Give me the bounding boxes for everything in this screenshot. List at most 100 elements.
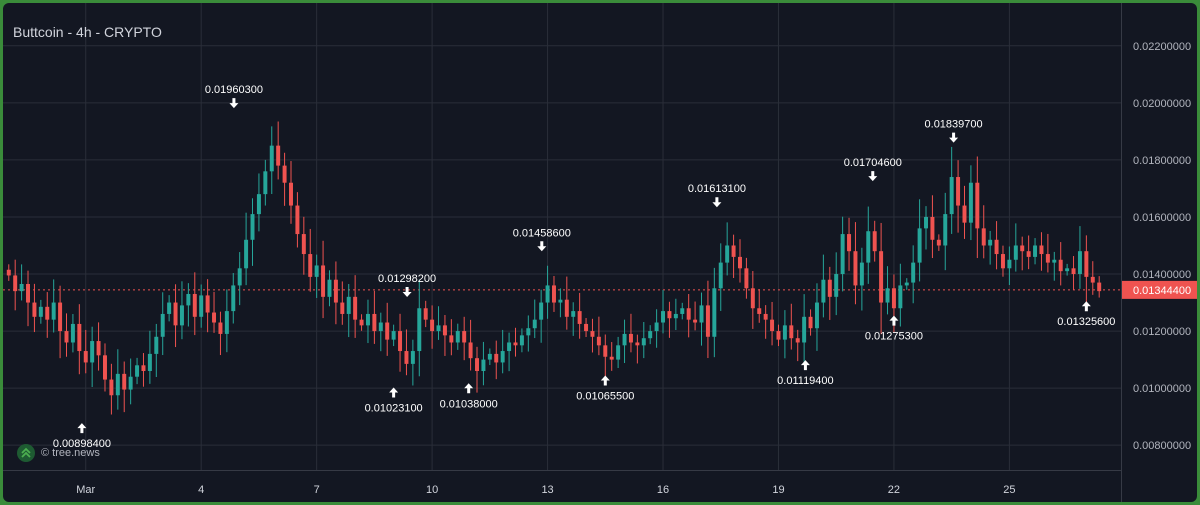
candle xyxy=(1020,236,1025,271)
price-badge-label: 0.01344400 xyxy=(1133,285,1191,297)
candle xyxy=(795,329,800,362)
candle xyxy=(365,299,370,344)
candle xyxy=(1007,246,1012,285)
candle-body xyxy=(244,239,249,269)
candle-body xyxy=(32,302,37,317)
candle xyxy=(410,339,415,386)
candle-body xyxy=(519,335,524,346)
candle-body xyxy=(699,305,704,323)
y-tick-label: 0.02000000 xyxy=(1133,98,1191,110)
candle xyxy=(507,332,512,372)
high-annotation: 0.01298200 xyxy=(378,273,436,298)
candle-body xyxy=(1052,259,1057,263)
candle-body xyxy=(115,373,120,396)
candle-body xyxy=(475,358,479,372)
candle-body xyxy=(321,265,326,297)
candle-body xyxy=(212,312,217,323)
candle-body xyxy=(686,308,691,320)
candle xyxy=(590,318,595,353)
high-annotation: 0.01704600 xyxy=(844,157,902,182)
candle-body xyxy=(763,313,768,320)
candle xyxy=(404,329,409,376)
high-annotation: 0.01839700 xyxy=(925,119,983,143)
candle-body xyxy=(333,279,338,303)
candle xyxy=(378,312,383,352)
candle xyxy=(712,267,717,358)
candles xyxy=(6,121,1102,415)
chart-title: Buttcoin - 4h - CRYPTO xyxy=(13,24,162,40)
candle xyxy=(898,263,903,327)
candle xyxy=(641,322,646,359)
candle xyxy=(19,264,24,301)
candle xyxy=(680,302,685,320)
candle-body xyxy=(847,234,852,252)
candle-body xyxy=(988,239,993,246)
candle xyxy=(526,315,531,352)
candle xyxy=(545,265,550,319)
candle-body xyxy=(314,265,319,277)
candle xyxy=(263,159,268,206)
candle-body xyxy=(802,316,807,343)
candle-body xyxy=(468,342,473,359)
candle xyxy=(449,319,454,356)
price-chart[interactable]: 0.00898400 0.01960300 0.01298200 0.01023100… xyxy=(3,3,1197,502)
candle xyxy=(205,279,210,333)
candle xyxy=(167,295,172,322)
candle-body xyxy=(494,353,499,363)
candle xyxy=(333,261,338,325)
candle xyxy=(154,323,159,377)
candle-body xyxy=(282,165,287,183)
x-tick-label: 10 xyxy=(426,484,438,496)
candle xyxy=(224,289,229,353)
candle-body xyxy=(462,331,467,343)
candle xyxy=(90,326,95,388)
candle xyxy=(539,289,544,343)
candle-body xyxy=(141,365,146,372)
low-annotation: 0.01119400 xyxy=(777,360,834,387)
arrow-up-icon xyxy=(464,383,474,394)
candle xyxy=(673,298,678,330)
candle xyxy=(859,247,864,311)
candle xyxy=(584,318,589,337)
candle xyxy=(757,289,762,323)
candle xyxy=(1045,233,1050,273)
candle-body xyxy=(51,302,56,320)
y-tick-label: 0.00800000 xyxy=(1133,440,1191,452)
candle xyxy=(314,254,319,298)
candle xyxy=(802,294,807,362)
candle xyxy=(968,165,973,241)
candle-body xyxy=(827,279,832,297)
candle xyxy=(462,316,467,361)
candle xyxy=(930,195,935,259)
candle-body xyxy=(532,319,537,329)
candle xyxy=(513,327,518,357)
annotation-label: 0.01038000 xyxy=(440,398,498,410)
candle-body xyxy=(398,331,403,352)
candle-body xyxy=(404,351,409,364)
price-annotations: 0.00898400 0.01960300 0.01298200 0.01023100… xyxy=(53,84,1116,450)
candle xyxy=(250,198,255,266)
low-annotation: 0.01038000 xyxy=(440,383,498,410)
high-annotation: 0.01960300 xyxy=(205,84,263,109)
candle-body xyxy=(1045,254,1050,263)
candle xyxy=(519,328,524,353)
candle-body xyxy=(776,331,781,340)
y-tick-label: 0.01600000 xyxy=(1133,212,1191,224)
candle xyxy=(609,342,614,371)
candle xyxy=(244,212,249,286)
candle xyxy=(834,252,839,316)
candle xyxy=(776,324,781,347)
candle xyxy=(102,343,107,392)
candle xyxy=(648,325,653,345)
candle-body xyxy=(808,316,813,329)
candle xyxy=(532,299,537,339)
candle xyxy=(346,283,351,338)
candle xyxy=(1058,242,1063,286)
candle-body xyxy=(340,302,345,314)
candle-body xyxy=(263,171,268,195)
candle xyxy=(661,289,666,334)
candle-body xyxy=(834,274,839,297)
candle xyxy=(866,206,871,284)
candle-body xyxy=(481,359,486,372)
candle-body xyxy=(853,251,858,286)
